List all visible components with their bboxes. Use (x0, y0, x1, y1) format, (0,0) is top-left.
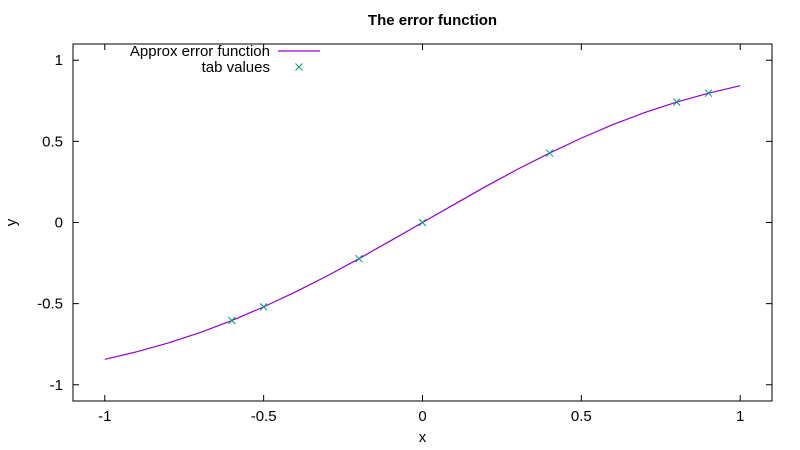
y-tick-label: -0.5 (37, 296, 63, 313)
chart-title: The error function (368, 12, 497, 29)
data-point-tab-value (418, 218, 427, 227)
y-axis-label: y (3, 218, 20, 226)
x-tick-label: 0.5 (571, 408, 592, 425)
x-tick-label: -1 (98, 408, 111, 425)
y-tick-label: 1 (55, 52, 63, 69)
data-layer (104, 85, 741, 360)
data-point-tab-value (355, 254, 363, 263)
x-tick-label: 1 (736, 408, 744, 425)
y-tick-label: -1 (50, 377, 63, 394)
data-point-tab-value (545, 149, 554, 157)
y-tick-label: 0.5 (42, 133, 63, 150)
legend-label: tab values (202, 59, 270, 76)
x-tick-label: 0 (418, 408, 426, 425)
axes-layer: -1 -0.5 0 0.5 1 -1 -0.5 0 0.5 1 (37, 44, 772, 425)
x-axis-label: x (419, 429, 427, 446)
data-point-tab-value (259, 303, 268, 311)
data-point-tab-value (704, 89, 713, 98)
legend-marker-sample (295, 63, 303, 71)
data-point-tab-value (672, 98, 681, 106)
x-tick-label: -0.5 (251, 408, 277, 425)
legend-label: Approx error function (130, 43, 270, 60)
data-point-tab-value (228, 316, 236, 325)
y-tick-label: 0 (55, 215, 63, 232)
